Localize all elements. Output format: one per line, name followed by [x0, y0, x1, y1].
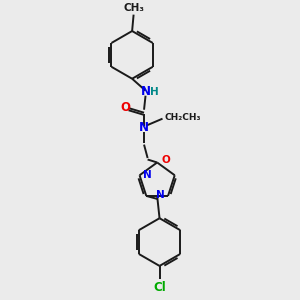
Text: O: O — [161, 155, 170, 165]
Text: CH₂CH₃: CH₂CH₃ — [165, 113, 201, 122]
Text: N: N — [156, 190, 164, 200]
Text: N: N — [143, 170, 152, 180]
Text: N: N — [140, 85, 151, 98]
Text: Cl: Cl — [153, 281, 166, 294]
Text: N: N — [139, 121, 149, 134]
Text: O: O — [121, 101, 130, 114]
Text: H: H — [149, 87, 158, 97]
Text: CH₃: CH₃ — [123, 3, 144, 14]
